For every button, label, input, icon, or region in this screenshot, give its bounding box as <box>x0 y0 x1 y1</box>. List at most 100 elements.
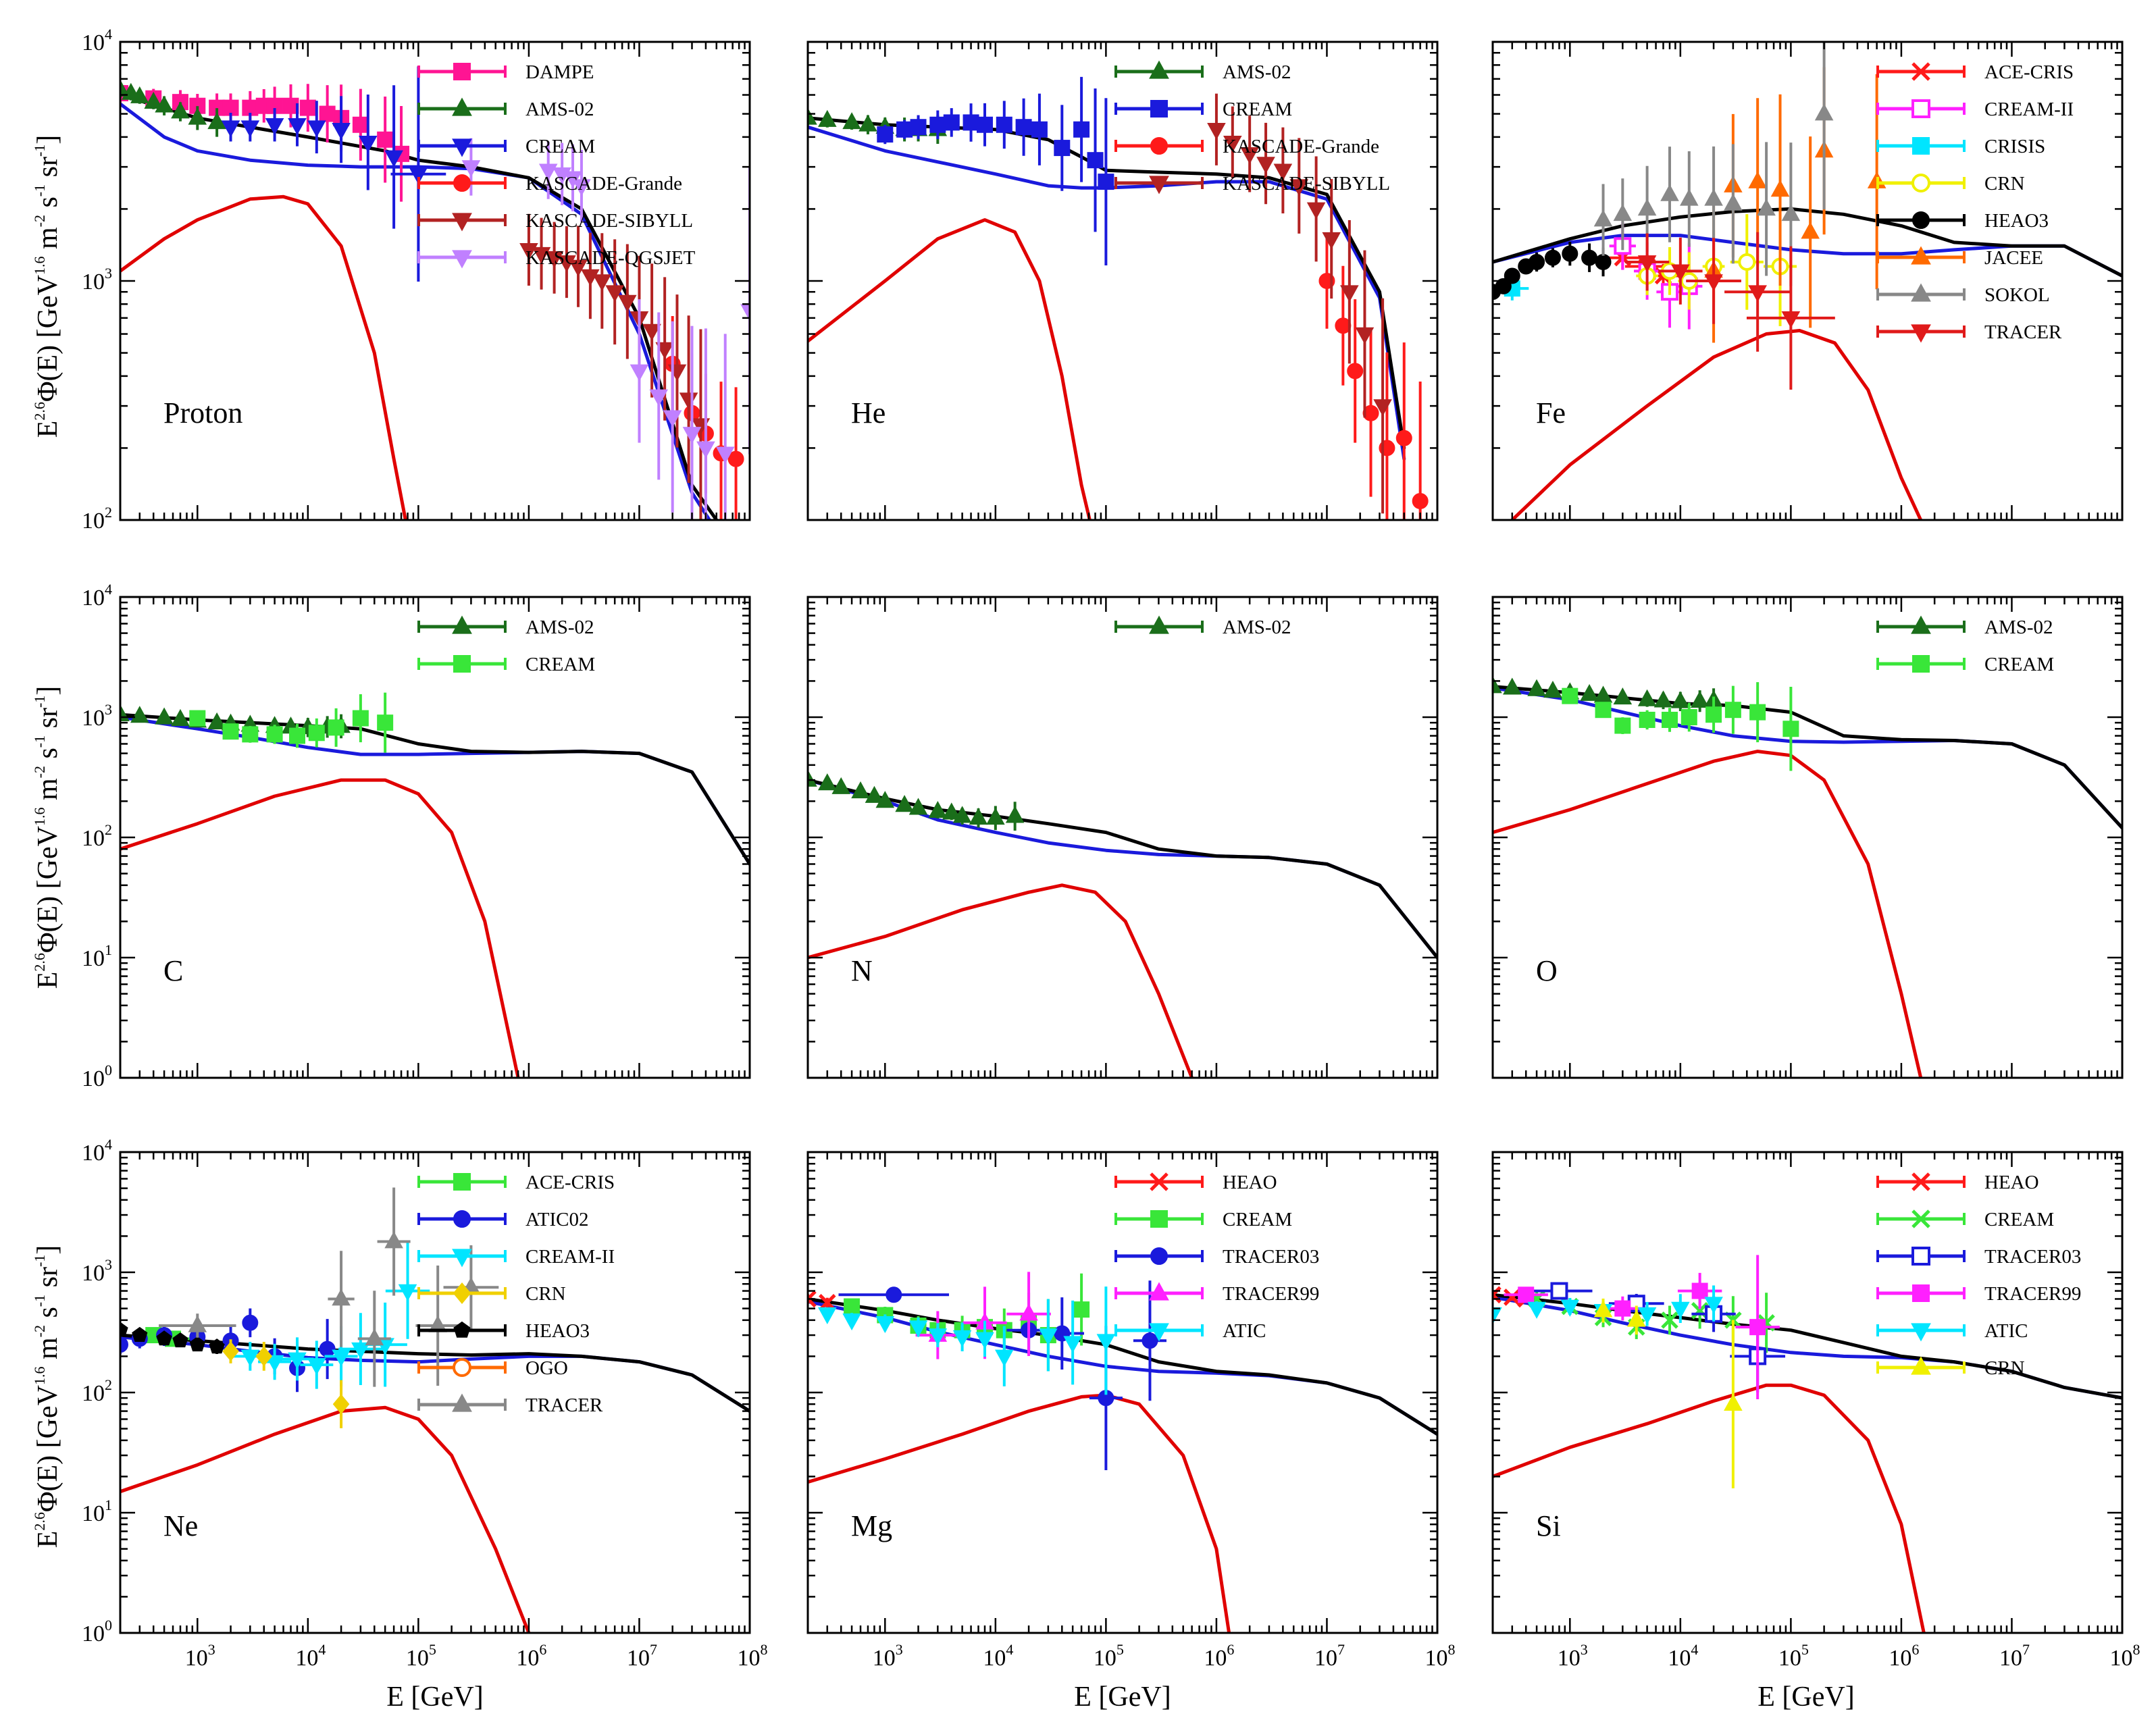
series-crn <box>222 1339 350 1428</box>
x-tick-label-base: 10 <box>873 1646 896 1671</box>
x-tick-label-exp: 5 <box>1116 1641 1124 1658</box>
data-point <box>818 1307 837 1325</box>
data-point <box>910 119 927 136</box>
x-tick-label: 104 <box>1668 1641 1698 1671</box>
x-tick-label-exp: 5 <box>1801 1641 1809 1658</box>
legend-label: CRN <box>1984 1357 2025 1379</box>
y-tick-label-base: 10 <box>82 1381 105 1406</box>
x-tick-label-base: 10 <box>1314 1646 1337 1671</box>
x-tick-label: 108 <box>738 1641 768 1671</box>
data-point <box>842 1313 861 1331</box>
data-point <box>1581 249 1598 266</box>
total-model-line <box>808 1297 1437 1436</box>
local-source-line <box>120 1405 531 1633</box>
x-tick-label-exp: 4 <box>318 1641 326 1658</box>
y-tick-label: 102 <box>82 504 112 533</box>
x-tick-label-base: 10 <box>627 1646 650 1671</box>
legend-label: AMS-02 <box>525 617 594 638</box>
legend-label: CREAM <box>525 654 595 675</box>
legend-marker <box>1912 211 1930 229</box>
data-point <box>969 808 988 825</box>
legend-marker <box>452 615 472 634</box>
data-point <box>359 135 378 153</box>
x-tick-label: 103 <box>185 1641 215 1671</box>
data-point <box>818 109 837 127</box>
data-point <box>352 116 369 133</box>
data-point <box>307 120 326 138</box>
legend-item: AMS-02 <box>417 97 594 120</box>
data-point <box>1395 430 1412 446</box>
data-point <box>1550 1282 1568 1300</box>
data-point <box>851 781 870 799</box>
data-point <box>1340 285 1359 303</box>
data-point <box>1637 689 1657 706</box>
data-point <box>975 1332 994 1349</box>
data-point <box>808 1290 817 1308</box>
legend-label: KASCADE-Grande <box>525 173 682 194</box>
legend-item: HEAO <box>1114 1172 1277 1193</box>
data-point <box>605 285 624 303</box>
data-point <box>130 706 149 723</box>
x-tick-label: 103 <box>1558 1641 1588 1671</box>
series-cream <box>189 692 394 753</box>
x-tick-label: 107 <box>627 1641 657 1671</box>
local-source-line <box>1510 329 1923 520</box>
local-source-line <box>808 1393 1231 1633</box>
legend-label: CRISIS <box>1984 136 2045 157</box>
legend: AMS-02 CREAM <box>417 615 595 675</box>
y-tick-label: 101 <box>82 1496 112 1526</box>
legend-marker <box>1912 137 1930 155</box>
y-tick-label-exp: 4 <box>105 1136 112 1153</box>
legend-item: CREAM <box>1114 1209 1292 1230</box>
panel-frame <box>806 596 1439 1079</box>
series-cream <box>1562 682 1799 771</box>
panel-frame <box>119 1151 751 1634</box>
series-kascade-sibyll <box>1207 93 1392 514</box>
local-source-line <box>808 883 1194 1078</box>
panel-label: Ne <box>163 1509 198 1542</box>
plot-area <box>120 692 750 1078</box>
x-tick-label-base: 10 <box>1204 1646 1227 1671</box>
legend-marker <box>453 1358 471 1377</box>
data-point <box>740 304 750 321</box>
legend-label: ATIC <box>1223 1320 1266 1342</box>
data-point <box>328 719 344 736</box>
data-point <box>818 773 837 791</box>
panel-he: AMS-02 CREAM KASCADE-Grande KASCADE-SIBYLL H… <box>806 41 1439 521</box>
data-point <box>929 116 946 133</box>
y-tick-label-base: 10 <box>82 1501 105 1526</box>
data-point <box>351 1342 370 1359</box>
data-point <box>1705 706 1722 723</box>
y-tick-label-base: 10 <box>82 1066 105 1091</box>
data-point <box>307 1358 326 1376</box>
local-source-line <box>120 778 520 1078</box>
y-tick-label-base: 10 <box>82 1261 105 1286</box>
data-point <box>242 1314 259 1331</box>
legend-item: KASCADE-SIBYLL <box>417 210 693 232</box>
y-tick-label-exp: 2 <box>105 1376 112 1393</box>
legend-marker <box>1911 62 1930 81</box>
data-point <box>398 1284 417 1301</box>
legend-marker <box>1149 1323 1169 1342</box>
data-point <box>172 1332 188 1348</box>
legend-label: SOKOL <box>1984 284 2050 306</box>
background-model-line <box>808 1300 1437 1436</box>
x-tick-label: 103 <box>873 1641 903 1671</box>
legend-label: ATIC <box>1984 1320 2028 1342</box>
data-point <box>1054 140 1071 157</box>
data-point <box>332 122 351 140</box>
data-point <box>986 808 1005 825</box>
data-point <box>1073 121 1090 138</box>
data-point <box>222 723 239 740</box>
data-point <box>171 101 190 119</box>
data-point <box>1207 122 1226 140</box>
plot-area <box>808 1272 1437 1633</box>
y-axis-title-top-row: E2.6Φ(E) [GeV1.6 m-2 s-1 sr-1] <box>31 135 63 438</box>
panel-frame <box>806 1151 1439 1634</box>
y-tick-label-exp: 3 <box>105 1256 112 1273</box>
data-point <box>1595 253 1612 270</box>
data-point <box>288 727 305 744</box>
series-cream <box>877 76 1114 265</box>
panel-n: AMS-02 N <box>806 596 1439 1079</box>
